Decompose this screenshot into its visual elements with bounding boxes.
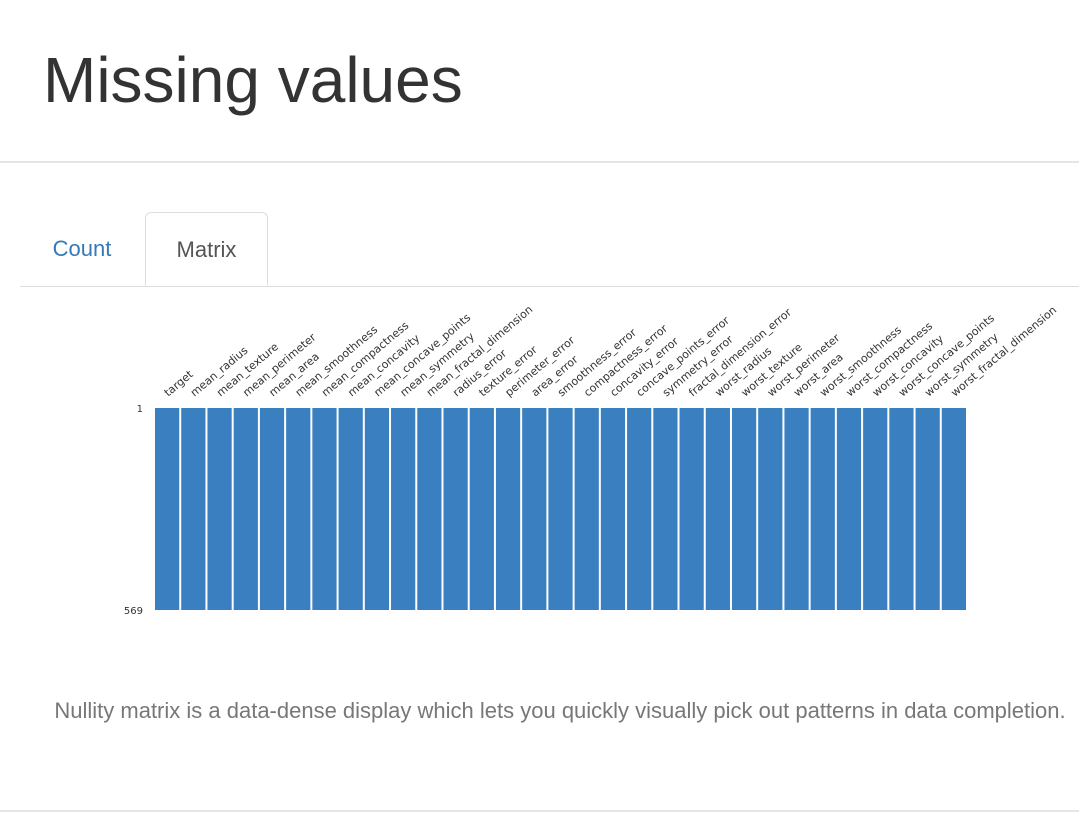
matrix-column-mean-concavity	[338, 408, 363, 610]
matrix-column-worst-symmetry	[915, 408, 940, 610]
tab-bar: Count Matrix	[20, 212, 1079, 287]
matrix-column-mean-fractal-dimension	[417, 408, 442, 610]
section-title: Missing values	[43, 44, 463, 116]
matrix-column-target	[155, 408, 180, 610]
matrix-column-perimeter-error	[495, 408, 521, 610]
matrix-column-fractal-dimension-error	[679, 408, 704, 610]
matrix-column-mean-area	[259, 408, 285, 610]
matrix-column-texture-error	[469, 408, 494, 610]
matrix-column-mean-symmetry	[391, 408, 416, 610]
matrix-column-worst-compactness	[836, 408, 862, 610]
matrix-column-worst-texture	[731, 408, 757, 610]
matrix-column-concavity-error	[600, 408, 626, 610]
column-label: worst_fractal_dimension	[948, 303, 1059, 399]
matrix-column-smoothness-error	[548, 408, 573, 610]
matrix-column-compactness-error	[574, 408, 599, 610]
matrix-column-worst-perimeter	[758, 408, 783, 610]
matrix-column-worst-area	[784, 408, 809, 610]
matrix-column-area-error	[522, 408, 547, 610]
top-divider	[0, 161, 1079, 163]
matrix-column-concave-points-error	[627, 408, 652, 610]
tab-matrix[interactable]: Matrix	[145, 212, 268, 286]
matrix-column-mean-compactness	[312, 408, 337, 610]
row-tick-first: 1	[137, 404, 143, 415]
matrix-column-mean-perimeter	[233, 408, 258, 610]
matrix-column-mean-smoothness	[286, 408, 311, 610]
matrix-column-mean-radius	[181, 408, 206, 610]
matrix-column-worst-smoothness	[810, 408, 835, 610]
matrix-column-mean-texture	[207, 408, 232, 610]
matrix-column-worst-radius	[705, 408, 730, 610]
matrix-caption: Nullity matrix is a data-dense display w…	[54, 698, 1066, 723]
nullity-matrix-chart: targetmean_radiusmean_texturemean_perime…	[124, 303, 1059, 617]
matrix-column-symmetry-error	[653, 408, 678, 610]
matrix-column-radius-error	[443, 408, 468, 610]
matrix-column-worst-fractal-dimension	[941, 408, 966, 610]
bottom-divider	[0, 810, 1079, 812]
row-tick-last: 569	[124, 606, 143, 617]
matrix-column-worst-concavity	[863, 408, 888, 610]
matrix-column-worst-concave-points	[889, 408, 914, 610]
tab-count[interactable]: Count	[52, 236, 112, 261]
matrix-column-mean-concave-points	[364, 408, 390, 610]
